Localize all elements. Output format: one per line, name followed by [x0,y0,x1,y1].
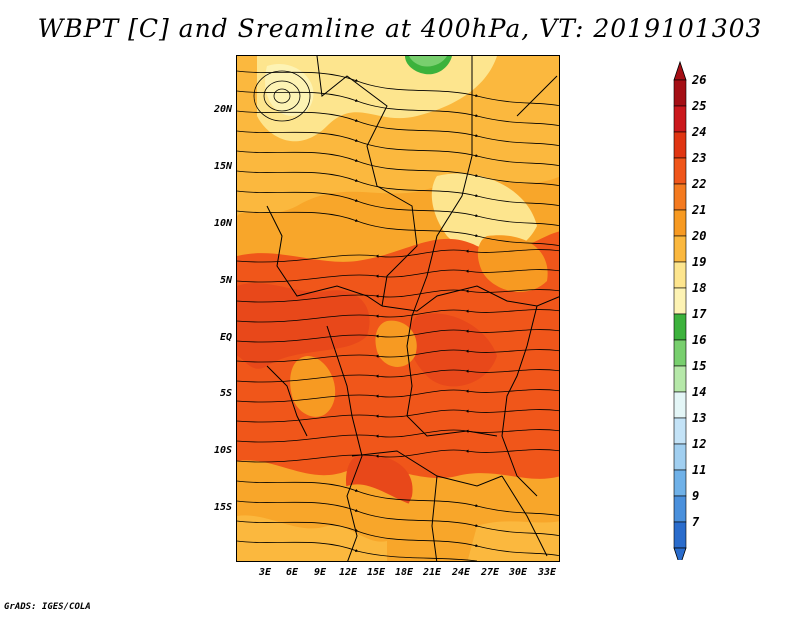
colorbar-bottom-arrow [673,547,687,560]
colorbar-segment [673,131,687,159]
colorbar-segment [673,443,687,471]
lon-label-30e: 30E [508,567,528,578]
lon-label-27e: 27E [480,567,500,578]
colorbar-label: 20 [692,229,707,243]
colorbar-segment [673,79,687,107]
lat-label-10s: 10S [213,445,232,456]
colorbar-segment [673,183,687,211]
colorbar-segment [673,235,687,263]
map-title: WBPT [C] and Sreamline at 400hPa, VT: 20… [37,14,763,43]
footer-credit: GrADS: IGES/COLA [4,602,91,612]
colorbar-segment [673,417,687,445]
lon-label-9e: 9E [313,567,327,578]
colorbar-segment [673,495,687,523]
colorbar-segment [673,157,687,185]
colorbar-label: 14 [692,385,707,399]
colorbar-label: 19 [692,255,707,269]
colorbar-label: 16 [692,333,707,347]
colorbar-segment [673,313,687,341]
colorbar [673,60,687,560]
lat-label-5s: 5S [219,388,232,399]
colorbar-label: 7 [692,515,700,529]
colorbar-label: 24 [692,125,707,139]
lat-label-15s: 15S [213,502,232,513]
lon-label-15e: 15E [366,567,386,578]
lon-label-33e: 33E [537,567,557,578]
colorbar-segment [673,469,687,497]
colorbar-label: 12 [692,437,707,451]
colorbar-label: 26 [692,73,707,87]
lon-label-6e: 6E [285,567,299,578]
wbpt-field [237,56,559,561]
colorbar-label: 9 [692,489,700,503]
lon-label-3e: 3E [258,567,272,578]
colorbar-segment [673,287,687,315]
colorbar-segment [673,391,687,419]
lat-label-eq: EQ [219,332,232,343]
lat-label-10n: 10N [213,218,232,229]
lon-label-24e: 24E [451,567,471,578]
lon-label-18e: 18E [394,567,414,578]
colorbar-segment [673,521,687,549]
colorbar-segment [673,209,687,237]
colorbar-label: 23 [692,151,707,165]
colorbar-label: 17 [692,307,707,321]
colorbar-label: 25 [692,99,707,113]
colorbar-label: 11 [692,463,707,477]
lat-label-5n: 5N [219,275,232,286]
map-panel [236,55,560,562]
colorbar-segment [673,105,687,133]
colorbar-segment [673,365,687,393]
lat-label-20n: 20N [213,104,232,115]
colorbar-label: 13 [692,411,707,425]
colorbar-label: 21 [692,203,707,217]
colorbar-segment [673,261,687,289]
colorbar-label: 18 [692,281,707,295]
lon-label-21e: 21E [422,567,442,578]
lat-label-15n: 15N [213,161,232,172]
colorbar-label: 22 [692,177,707,191]
colorbar-label: 15 [692,359,707,373]
colorbar-segment [673,339,687,367]
colorbar-top-arrow [673,60,687,81]
lon-label-12e: 12E [338,567,358,578]
